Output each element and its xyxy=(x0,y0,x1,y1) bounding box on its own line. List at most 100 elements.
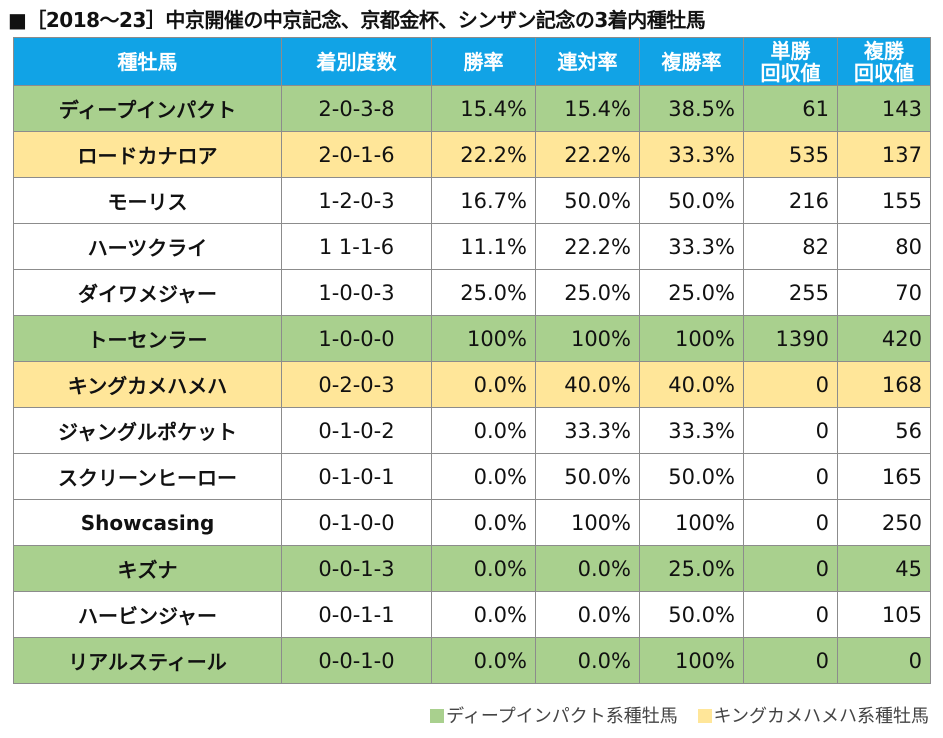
table-row: モーリス 1-2-0-3 16.7% 50.0% 50.0% 216 155 xyxy=(13,177,931,224)
col-header-quinella-rate: 連対率 xyxy=(535,37,640,86)
cell-win-rate: 11.1% xyxy=(431,223,536,270)
cell-place-return: 45 xyxy=(837,545,931,592)
cell-record: 0-0-1-1 xyxy=(281,591,432,638)
cell-record: 2-0-1-6 xyxy=(281,131,432,178)
cell-place-return: 80 xyxy=(837,223,931,270)
cell-win-rate: 0.0% xyxy=(431,545,536,592)
legend-swatch-yellow xyxy=(697,708,712,723)
cell-win-rate: 16.7% xyxy=(431,177,536,224)
cell-win-rate: 22.2% xyxy=(431,131,536,178)
cell-place-rate: 25.0% xyxy=(639,269,744,316)
cell-record: 1-2-0-3 xyxy=(281,177,432,224)
cell-record: 0-1-0-1 xyxy=(281,453,432,500)
col-header-win-return-line2: 回収値 xyxy=(760,60,821,85)
cell-win-return: 216 xyxy=(743,177,838,224)
cell-quinella-rate: 22.2% xyxy=(535,223,640,270)
cell-sire: ハービンジャー xyxy=(13,591,282,638)
cell-place-rate: 40.0% xyxy=(639,361,744,408)
legend-label-yellow: キングカメハメハ系種牡馬 xyxy=(713,706,929,727)
cell-record: 0-0-1-3 xyxy=(281,545,432,592)
table-row: リアルスティール 0-0-1-0 0.0% 0.0% 100% 0 0 xyxy=(13,637,931,684)
col-header-sire: 種牡馬 xyxy=(13,37,282,86)
col-header-win-rate: 勝率 xyxy=(431,37,536,86)
cell-record: 0-2-0-3 xyxy=(281,361,432,408)
col-header-place-return-line2: 回収値 xyxy=(854,60,914,85)
cell-quinella-rate: 50.0% xyxy=(535,453,640,500)
table-row: トーセンラー 1-0-0-0 100% 100% 100% 1390 420 xyxy=(13,315,931,362)
legend-label-green: ディープインパクト系種牡馬 xyxy=(446,706,678,727)
cell-sire: Showcasing xyxy=(13,499,282,546)
cell-record: 2-0-3-8 xyxy=(281,85,432,132)
table-row: スクリーンヒーロー 0-1-0-1 0.0% 50.0% 50.0% 0 165 xyxy=(13,453,931,500)
cell-place-return: 143 xyxy=(837,85,931,132)
cell-win-return: 0 xyxy=(743,499,838,546)
cell-win-rate: 0.0% xyxy=(431,591,536,638)
cell-sire: ジャングルポケット xyxy=(13,407,282,454)
cell-place-rate: 33.3% xyxy=(639,407,744,454)
cell-quinella-rate: 50.0% xyxy=(535,177,640,224)
col-header-place-rate: 複勝率 xyxy=(639,37,744,86)
cell-sire: ハーツクライ xyxy=(13,223,282,270)
cell-sire: ロードカナロア xyxy=(13,131,282,178)
table-row: Showcasing 0-1-0-0 0.0% 100% 100% 0 250 xyxy=(13,499,931,546)
cell-place-rate: 50.0% xyxy=(639,177,744,224)
cell-place-rate: 33.3% xyxy=(639,131,744,178)
cell-win-rate: 0.0% xyxy=(431,407,536,454)
cell-quinella-rate: 100% xyxy=(535,315,640,362)
cell-place-rate: 50.0% xyxy=(639,453,744,500)
cell-quinella-rate: 15.4% xyxy=(535,85,640,132)
cell-place-return: 155 xyxy=(837,177,931,224)
cell-sire: キズナ xyxy=(13,545,282,592)
cell-place-return: 168 xyxy=(837,361,931,408)
cell-place-return: 250 xyxy=(837,499,931,546)
table-row: ジャングルポケット 0-1-0-2 0.0% 33.3% 33.3% 0 56 xyxy=(13,407,931,454)
cell-record: 1 1-1-6 xyxy=(281,223,432,270)
cell-record: 1-0-0-0 xyxy=(281,315,432,362)
cell-win-return: 0 xyxy=(743,361,838,408)
cell-place-return: 137 xyxy=(837,131,931,178)
cell-place-return: 70 xyxy=(837,269,931,316)
table-row: キズナ 0-0-1-3 0.0% 0.0% 25.0% 0 45 xyxy=(13,545,931,592)
cell-place-return: 420 xyxy=(837,315,931,362)
cell-win-return: 255 xyxy=(743,269,838,316)
cell-quinella-rate: 25.0% xyxy=(535,269,640,316)
sire-stats-table: 種牡馬 着別度数 勝率 連対率 複勝率 単勝 回収値 複勝 回収値 ディープイン… xyxy=(13,37,931,684)
table-row: ロードカナロア 2-0-1-6 22.2% 22.2% 33.3% 535 137 xyxy=(13,131,931,178)
col-header-record: 着別度数 xyxy=(281,37,432,86)
cell-quinella-rate: 100% xyxy=(535,499,640,546)
table-row: ダイワメジャー 1-0-0-3 25.0% 25.0% 25.0% 255 70 xyxy=(13,269,931,316)
cell-record: 1-0-0-3 xyxy=(281,269,432,316)
cell-quinella-rate: 0.0% xyxy=(535,545,640,592)
table-row: ディープインパクト 2-0-3-8 15.4% 15.4% 38.5% 61 143 xyxy=(13,85,931,132)
cell-sire: ディープインパクト xyxy=(13,85,282,132)
legend: ディープインパクト系種牡馬 キングカメハメハ系種牡馬 xyxy=(416,704,929,730)
cell-sire: トーセンラー xyxy=(13,315,282,362)
legend-item-yellow: キングカメハメハ系種牡馬 xyxy=(697,706,929,727)
cell-place-return: 0 xyxy=(837,637,931,684)
cell-win-return: 0 xyxy=(743,453,838,500)
cell-place-rate: 38.5% xyxy=(639,85,744,132)
cell-sire: スクリーンヒーロー xyxy=(13,453,282,500)
cell-win-return: 61 xyxy=(743,85,838,132)
col-header-win-return-line1: 単勝 xyxy=(770,38,811,63)
cell-sire: ダイワメジャー xyxy=(13,269,282,316)
page-title: ■［2018～23］中京開催の中京記念、京都金杯、シンザン記念の3着内種牡馬 xyxy=(8,8,706,32)
cell-win-rate: 100% xyxy=(431,315,536,362)
cell-place-rate: 33.3% xyxy=(639,223,744,270)
legend-swatch-green xyxy=(430,708,445,723)
cell-sire: キングカメハメハ xyxy=(13,361,282,408)
cell-win-rate: 25.0% xyxy=(431,269,536,316)
cell-place-rate: 100% xyxy=(639,637,744,684)
table-row: キングカメハメハ 0-2-0-3 0.0% 40.0% 40.0% 0 168 xyxy=(13,361,931,408)
cell-win-return: 0 xyxy=(743,591,838,638)
cell-win-rate: 0.0% xyxy=(431,361,536,408)
cell-place-rate: 100% xyxy=(639,315,744,362)
cell-sire: モーリス xyxy=(13,177,282,224)
col-header-place-return: 複勝 回収値 xyxy=(837,37,931,86)
cell-place-rate: 100% xyxy=(639,499,744,546)
cell-win-return: 0 xyxy=(743,407,838,454)
cell-win-return: 0 xyxy=(743,637,838,684)
cell-record: 0-0-1-0 xyxy=(281,637,432,684)
cell-place-return: 56 xyxy=(837,407,931,454)
table-row: ハービンジャー 0-0-1-1 0.0% 0.0% 50.0% 0 105 xyxy=(13,591,931,638)
